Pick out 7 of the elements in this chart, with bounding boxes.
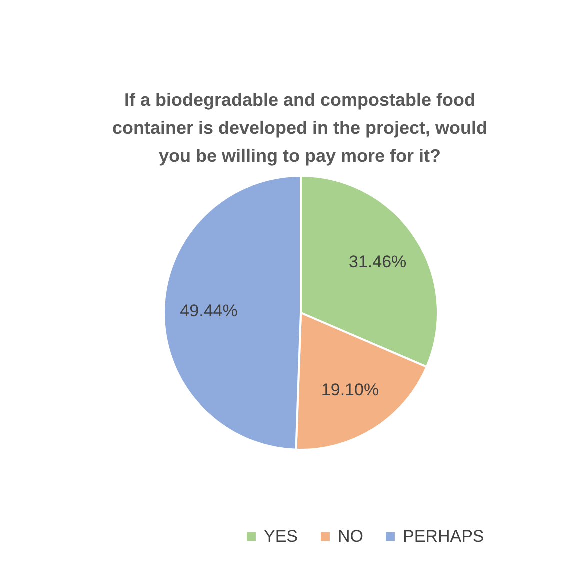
legend-label: YES [264, 526, 298, 546]
data-label: 49.44% [180, 301, 238, 320]
chart-title: If a biodegradable and compostable food container is developed in the project, would you be willing to pay more for it? [112, 90, 488, 166]
legend-label: PERHAPS [403, 526, 484, 546]
legend-label: NO [338, 526, 364, 546]
data-label: 19.10% [321, 380, 380, 400]
data-label: 31.46% [348, 252, 407, 272]
